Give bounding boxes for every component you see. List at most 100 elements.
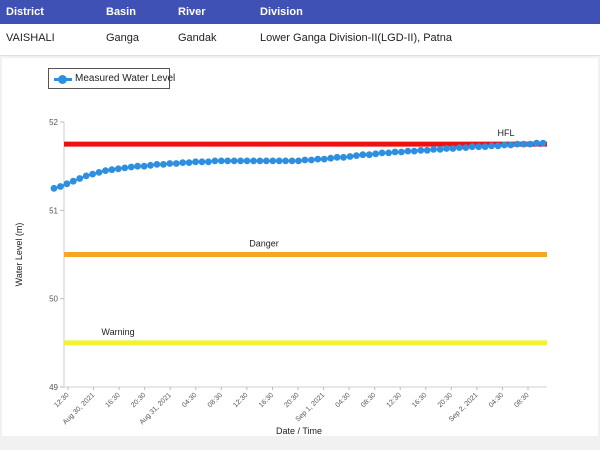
data-point <box>346 153 354 160</box>
data-point <box>372 150 380 158</box>
data-point <box>488 142 495 150</box>
data-point <box>50 184 58 192</box>
data-point <box>250 157 257 165</box>
data-point <box>230 157 238 165</box>
data-point <box>134 162 142 170</box>
data-point <box>160 161 167 168</box>
cell-division: Lower Ganga Division-II(LGD-II), Patna <box>260 32 452 44</box>
data-point <box>269 157 277 165</box>
data-point <box>327 154 335 162</box>
data-point <box>430 146 437 153</box>
data-point <box>63 180 71 188</box>
data-point <box>288 157 296 165</box>
data-point <box>539 139 547 147</box>
x-axis-label: Date / Time <box>276 426 322 436</box>
data-point <box>443 145 450 152</box>
x-tick-label: 12:30 <box>232 392 249 409</box>
x-tick-label: 20:30 <box>437 392 454 409</box>
data-point <box>314 155 322 163</box>
data-point <box>513 140 521 148</box>
header-division: Division <box>260 6 303 18</box>
data-point <box>198 158 206 166</box>
x-tick-label: 12:30 <box>53 392 70 409</box>
data-point <box>57 183 64 190</box>
data-point <box>301 156 309 164</box>
data-point <box>365 151 373 159</box>
data-point <box>262 157 270 165</box>
data-point <box>462 144 470 151</box>
data-point <box>256 157 264 165</box>
data-point <box>140 162 148 170</box>
data-point <box>526 140 534 148</box>
data-point <box>475 143 483 151</box>
legend-label: Measured Water Level <box>75 73 176 84</box>
data-point <box>166 160 174 167</box>
x-tick-label: 08:30 <box>360 392 377 409</box>
data-point <box>417 146 425 154</box>
data-point <box>494 142 502 150</box>
y-tick-label: 50 <box>49 295 58 304</box>
data-point <box>102 167 109 174</box>
data-point <box>108 166 116 174</box>
cell-district: VAISHALI <box>6 32 55 44</box>
x-tick-label: 20:30 <box>130 392 147 409</box>
danger-label: Danger <box>249 239 279 249</box>
data-point <box>468 143 476 151</box>
warning-label: Warning <box>101 327 134 337</box>
x-tick-label: 08:30 <box>207 392 224 409</box>
cell-river: Gandak <box>178 32 217 44</box>
data-point <box>391 148 399 156</box>
x-tick-label: 16:30 <box>258 392 275 409</box>
data-point <box>385 149 392 157</box>
data-point <box>533 139 540 147</box>
x-tick-label: 08:30 <box>513 392 530 409</box>
data-point <box>185 159 193 166</box>
data-point <box>340 153 347 161</box>
data-point <box>237 157 245 165</box>
table-row: VAISHALI Ganga Gandak Lower Ganga Divisi… <box>0 24 600 56</box>
data-point <box>507 141 515 149</box>
data-point <box>205 158 212 166</box>
data-point <box>520 140 528 148</box>
data-point <box>481 143 489 151</box>
data-point <box>404 147 412 155</box>
data-point <box>353 152 360 159</box>
data-point <box>359 151 367 159</box>
data-point <box>211 157 219 165</box>
data-point <box>333 153 341 161</box>
data-point <box>436 146 444 153</box>
y-axis-label: Water Level (m) <box>14 223 24 287</box>
data-point <box>69 177 77 185</box>
data-point <box>192 158 200 166</box>
data-point <box>308 156 315 164</box>
data-point <box>121 164 129 172</box>
header-basin: Basin <box>106 6 136 18</box>
data-point <box>320 155 328 163</box>
data-point <box>89 170 96 178</box>
data-point <box>501 141 508 149</box>
data-point <box>378 149 386 157</box>
chart-legend[interactable]: Measured Water Level <box>48 68 175 89</box>
x-tick-label: 04:30 <box>334 392 351 409</box>
data-point <box>76 175 84 182</box>
y-tick-label: 51 <box>49 206 58 215</box>
y-tick-label: 52 <box>49 118 58 127</box>
data-point <box>423 146 431 154</box>
legend-dot-marker <box>58 75 67 84</box>
data-point <box>127 163 135 171</box>
data-point <box>243 157 251 165</box>
data-point <box>282 157 289 165</box>
data-point <box>82 172 90 180</box>
header-district: District <box>6 6 44 18</box>
x-tick-label: 16:30 <box>104 392 121 409</box>
x-tick-label: 16:30 <box>411 392 428 409</box>
x-tick-label: 20:30 <box>283 392 300 409</box>
data-point <box>410 147 418 155</box>
y-tick-label: 49 <box>49 383 58 392</box>
header-river: River <box>178 6 206 18</box>
x-tick-label: 04:30 <box>181 392 198 409</box>
data-point <box>398 148 405 156</box>
data-point <box>114 165 122 173</box>
data-point <box>295 157 302 165</box>
data-point <box>224 157 232 165</box>
